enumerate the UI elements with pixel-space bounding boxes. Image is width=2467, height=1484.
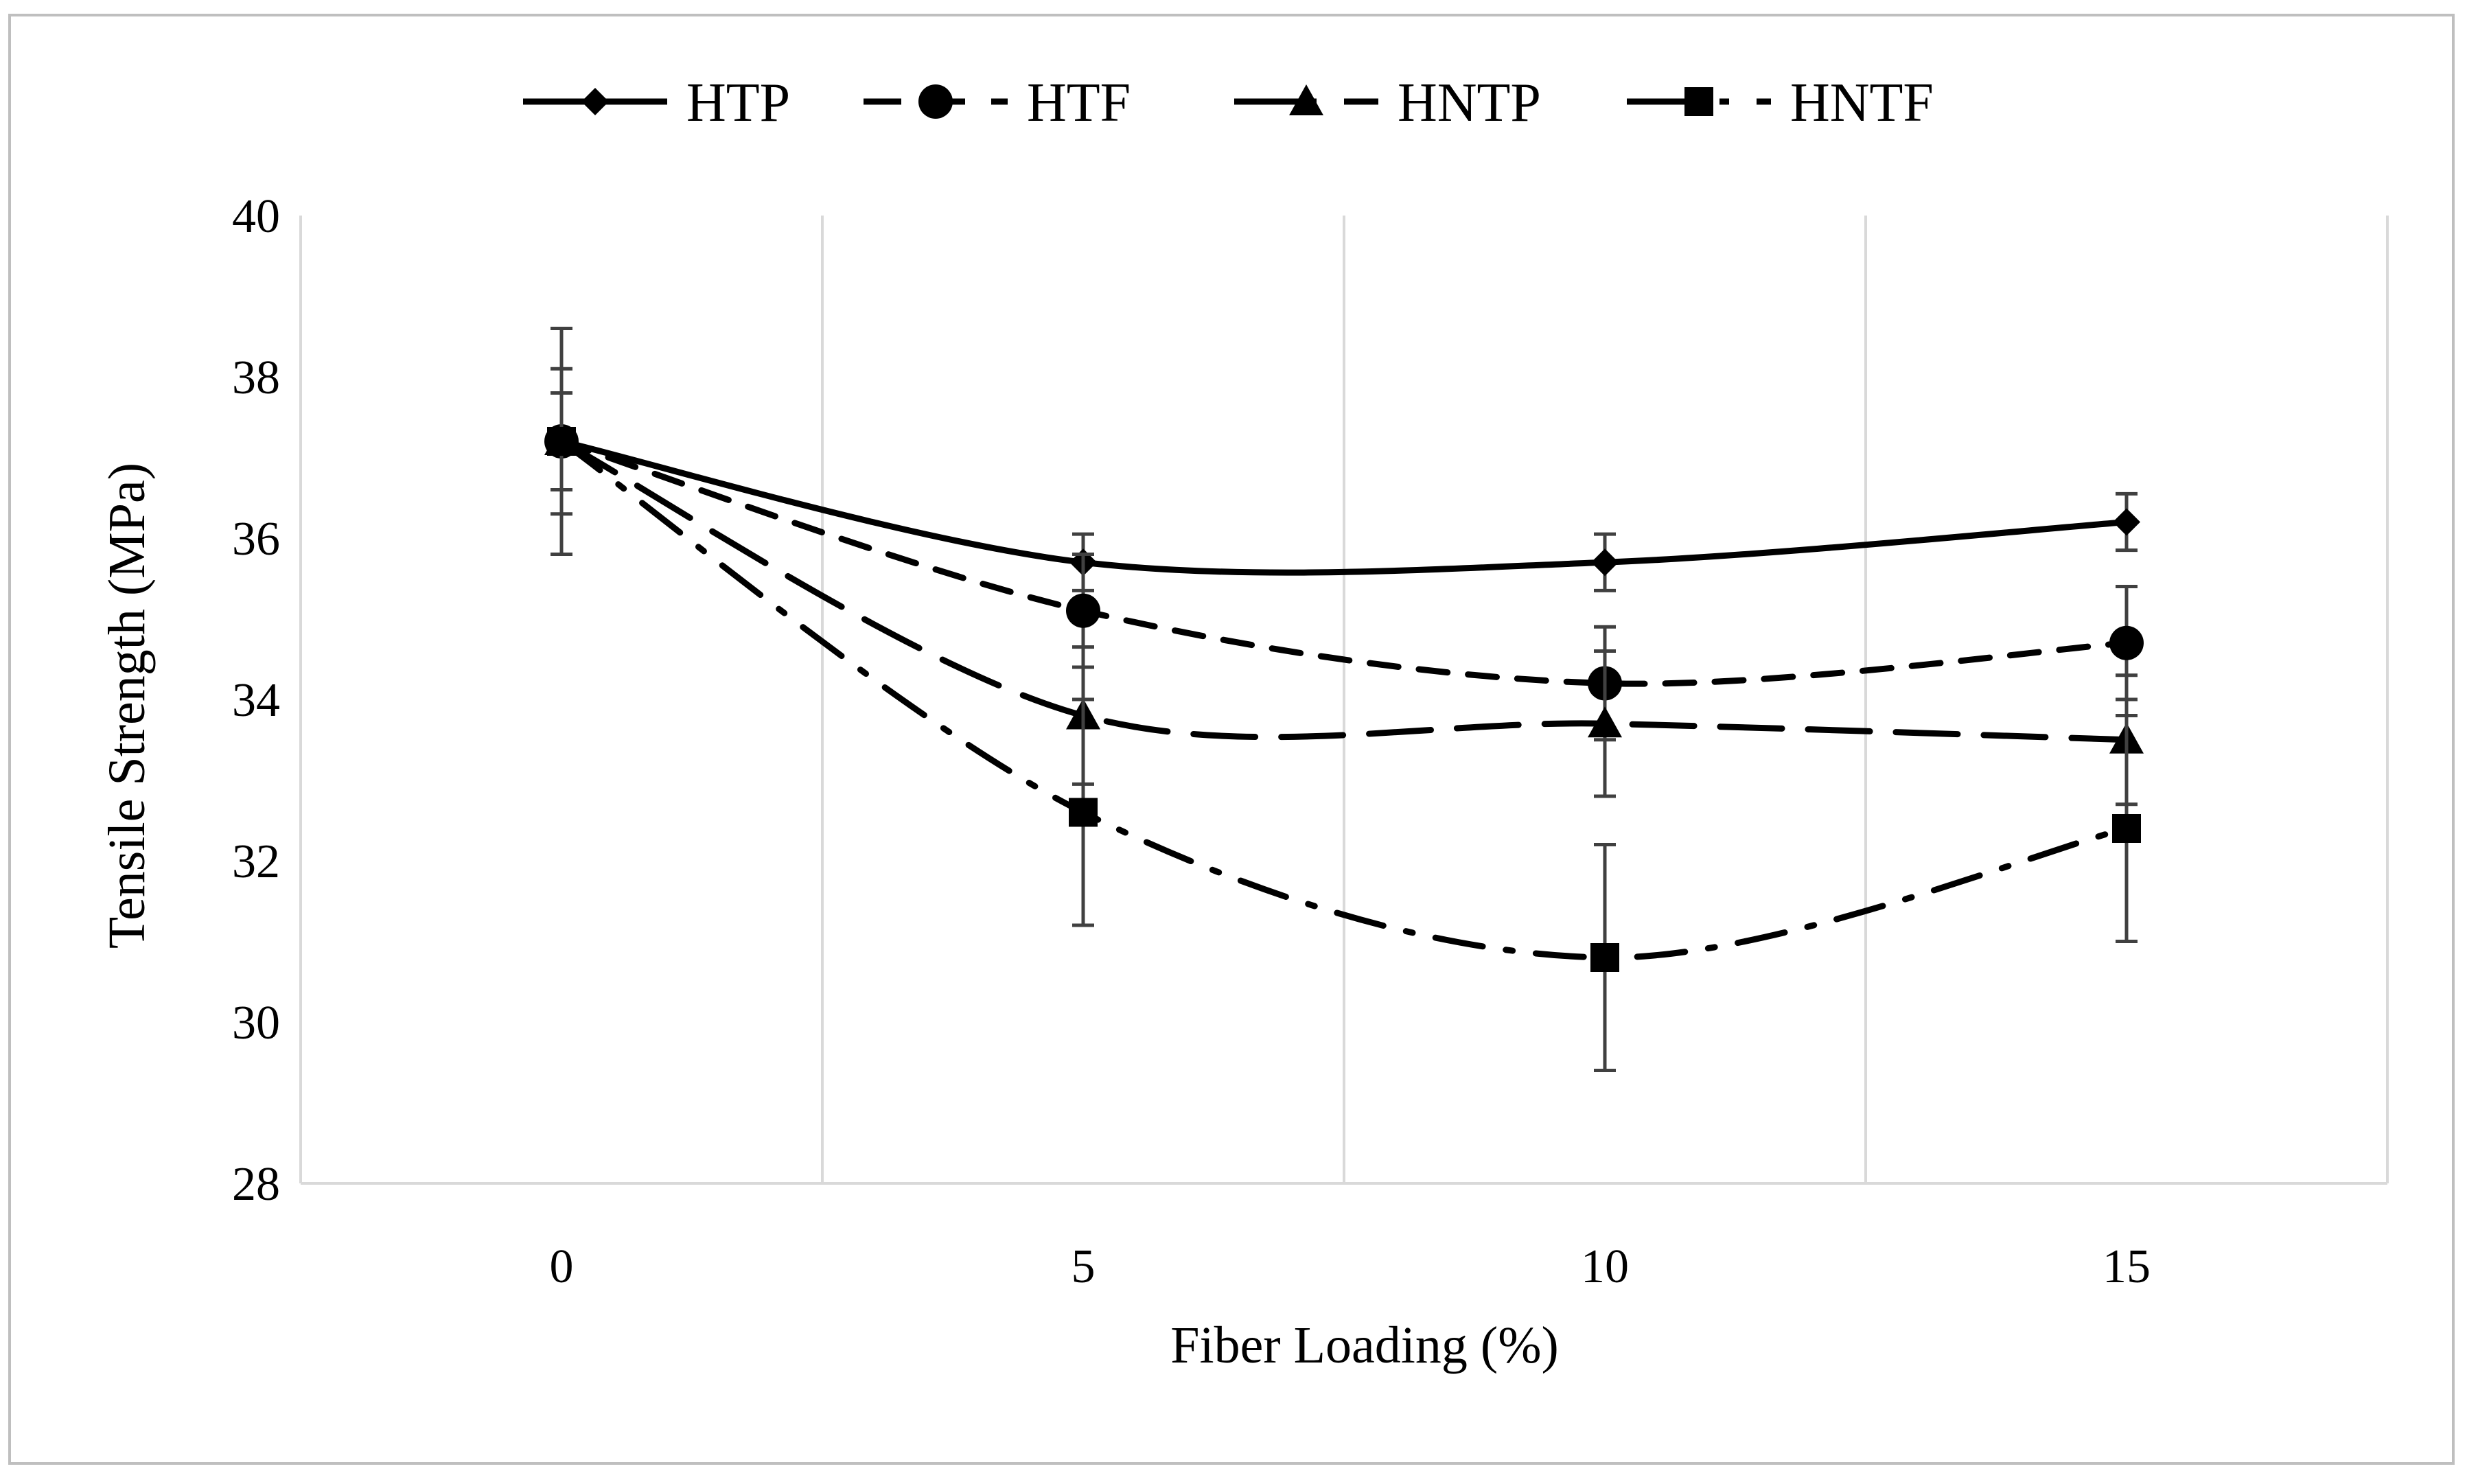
legend-label: HTF (1027, 73, 1131, 133)
legend: HTP HTF HNTP HNTF (523, 73, 1934, 133)
legend-item-hntf: HNTF (1627, 73, 1934, 133)
y-axis-title: Tensile Strength (MPa) (98, 463, 156, 949)
tick-labels: 28 30 32 34 36 38 40 0 5 10 15 (232, 190, 2151, 1293)
legend-item-htf: HTF (864, 73, 1131, 133)
data-point (2113, 508, 2140, 536)
legend-swatch-marker (581, 88, 609, 115)
series-line (558, 438, 2130, 576)
y-tick-label: 32 (232, 835, 280, 888)
series-hntf (547, 391, 2141, 1072)
data-point (1066, 593, 1100, 628)
legend-label: HTP (686, 73, 790, 133)
y-tick-label: 30 (232, 997, 280, 1050)
data-point (2112, 814, 2141, 843)
data-point (1591, 548, 1619, 577)
series-line (558, 438, 2130, 961)
gridlines (299, 216, 2389, 1183)
legend-swatch-marker (1684, 87, 1713, 116)
data-point (1590, 943, 1619, 972)
legend-swatch-marker (918, 84, 953, 119)
y-tick-label: 40 (232, 190, 280, 243)
legend-label: HNTF (1790, 73, 1934, 133)
series-line (558, 438, 2130, 743)
data-point (1069, 798, 1098, 827)
series-line (558, 438, 2130, 687)
series-lines (544, 327, 2144, 1072)
x-axis-title: Fiber Loading (%) (1170, 1317, 1559, 1374)
data-point (1588, 706, 1622, 738)
x-tick-label: 15 (2103, 1240, 2151, 1293)
legend-swatch-marker (1289, 84, 1323, 115)
y-tick-label: 38 (232, 351, 280, 404)
legend-item-htp: HTP (523, 73, 790, 133)
legend-item-hntp: HNTP (1234, 73, 1541, 133)
y-tick-label: 36 (232, 513, 280, 566)
legend-label: HNTP (1398, 73, 1541, 133)
data-point (2109, 625, 2144, 660)
data-point (547, 427, 576, 456)
x-tick-label: 5 (1072, 1240, 1096, 1293)
y-tick-label: 34 (232, 674, 280, 727)
x-tick-label: 10 (1581, 1240, 1629, 1293)
x-tick-label: 0 (550, 1240, 574, 1293)
y-tick-label: 28 (232, 1158, 280, 1211)
